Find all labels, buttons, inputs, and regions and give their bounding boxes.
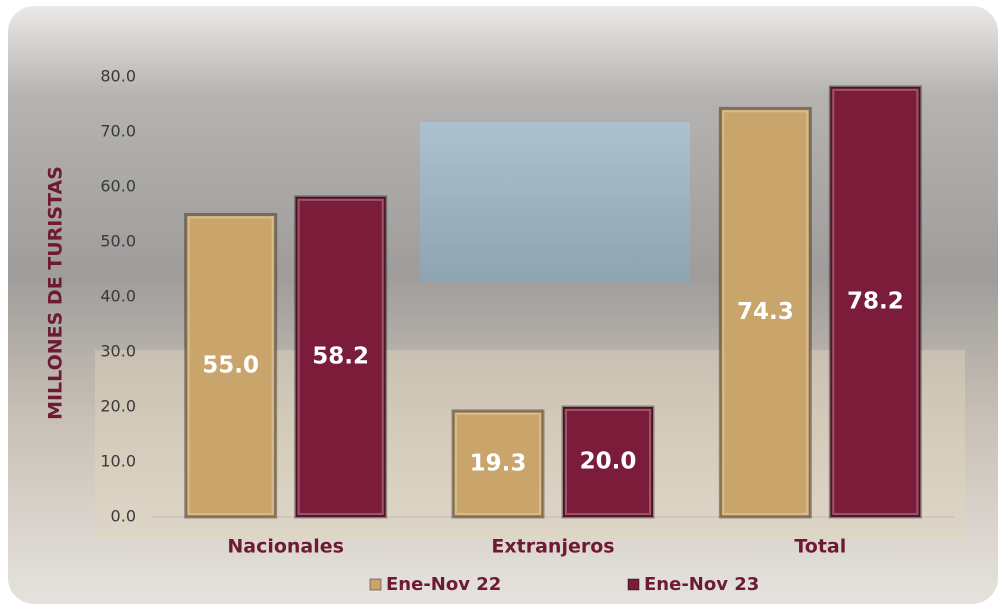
legend-swatch: [628, 579, 639, 590]
y-tick-label: 40.0: [100, 287, 136, 306]
x-tick-label: Nacionales: [227, 536, 344, 558]
data-label: 58.2: [312, 343, 369, 369]
y-tick-label: 60.0: [100, 177, 136, 196]
y-tick-label: 70.0: [100, 122, 136, 141]
data-label: 74.3: [737, 299, 794, 325]
y-tick-label: 80.0: [100, 67, 136, 86]
legend-swatch: [370, 579, 381, 590]
data-label: 78.2: [847, 288, 904, 314]
legend-label: Ene-Nov 23: [644, 574, 759, 595]
y-tick-label: 50.0: [100, 232, 136, 251]
y-tick-label: 0.0: [111, 507, 136, 526]
y-tick-label: 20.0: [100, 397, 136, 416]
y-tick-label: 30.0: [100, 342, 136, 361]
data-label: 19.3: [470, 450, 527, 476]
x-tick-label: Extranjeros: [491, 536, 614, 558]
chart: MILLONES DE TURISTAS 0.0 10.0 20.0 30.0 40.0…: [0, 0, 1003, 608]
y-axis-label: MILLONES DE TURISTAS: [45, 166, 67, 420]
legend-label: Ene-Nov 22: [386, 574, 501, 595]
y-tick-label: 10.0: [100, 452, 136, 471]
x-tick-label: Total: [794, 536, 846, 558]
data-label: 55.0: [202, 352, 259, 378]
data-label: 20.0: [580, 449, 637, 475]
